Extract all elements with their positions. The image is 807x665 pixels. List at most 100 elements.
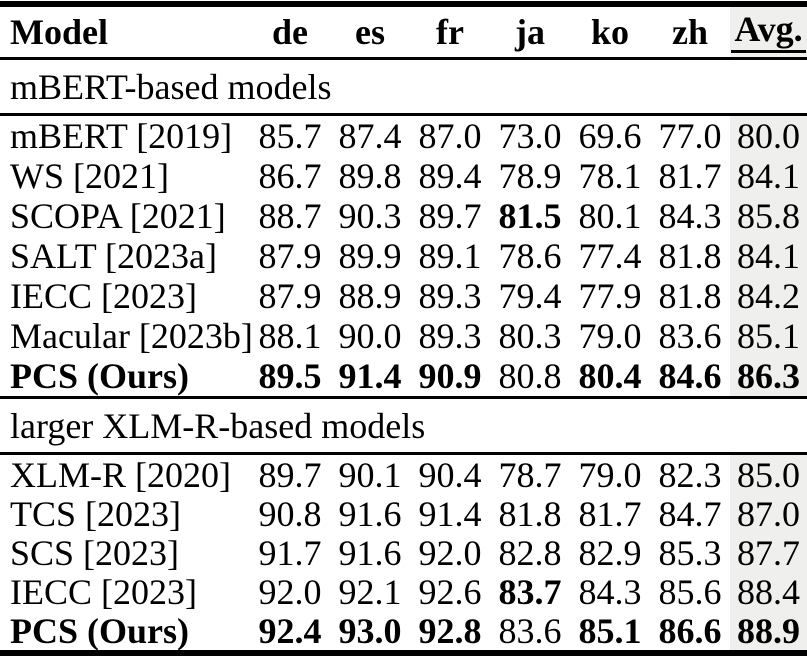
table-row: TCS [2023] 90.8 91.6 91.4 81.8 81.7 84.7… <box>0 494 807 533</box>
score-ko: 77.9 <box>578 276 642 316</box>
score-fr: 90.9 <box>418 356 482 396</box>
table-row: XLM-R [2020] 89.7 90.1 90.4 78.7 79.0 82… <box>0 455 807 494</box>
section-header-mbert: mBERT-based models <box>0 60 807 113</box>
score-fr: 89.3 <box>418 316 482 356</box>
score-avg: 86.3 <box>730 356 807 396</box>
model-name: Macular [2023b] <box>10 316 253 356</box>
model-name: PCS (Ours) <box>10 356 189 396</box>
table-row: Macular [2023b] 88.1 90.0 89.3 80.3 79.0… <box>0 316 807 356</box>
score-avg: 88.4 <box>730 572 807 611</box>
score-ja: 78.6 <box>498 236 562 276</box>
table-row-ours: PCS (Ours) 92.4 93.0 92.8 83.6 85.1 86.6… <box>0 611 807 650</box>
table-row: IECC [2023] 92.0 92.1 92.6 83.7 84.3 85.… <box>0 572 807 611</box>
score-de: 87.9 <box>258 276 322 316</box>
score-ja: 73.0 <box>498 116 562 156</box>
header-zh: zh <box>672 12 708 52</box>
score-ja: 78.9 <box>498 156 562 196</box>
model-name: WS [2021] <box>10 156 169 196</box>
model-name: PCS (Ours) <box>10 610 189 651</box>
score-avg: 80.0 <box>730 116 807 156</box>
score-avg: 88.9 <box>730 611 807 650</box>
score-es: 89.8 <box>338 156 402 196</box>
model-name: TCS [2023] <box>10 493 181 534</box>
model-name: SCOPA [2021] <box>10 196 226 236</box>
section1-bottom-rule <box>0 396 807 399</box>
score-zh: 85.3 <box>658 532 722 573</box>
table-row: SCS [2023] 91.7 91.6 92.0 82.8 82.9 85.3… <box>0 533 807 572</box>
section-title: larger XLM-R-based models <box>10 405 426 446</box>
score-ko: 85.1 <box>578 610 642 651</box>
score-fr: 89.4 <box>418 156 482 196</box>
score-ko: 80.1 <box>578 196 642 236</box>
header-de: de <box>272 12 308 52</box>
score-es: 91.6 <box>338 493 402 534</box>
header-avg: Avg. <box>730 7 807 57</box>
score-zh: 85.6 <box>658 571 722 612</box>
score-es: 92.1 <box>338 571 402 612</box>
table-header-row: Model de es fr ja ko zh Avg. <box>0 7 807 57</box>
score-ko: 79.0 <box>578 316 642 356</box>
score-fr: 92.6 <box>418 571 482 612</box>
score-zh: 84.7 <box>658 493 722 534</box>
table-row: SCOPA [2021] 88.7 90.3 89.7 81.5 80.1 84… <box>0 196 807 236</box>
table-row: mBERT [2019] 85.7 87.4 87.0 73.0 69.6 77… <box>0 116 807 156</box>
score-avg: 84.1 <box>730 156 807 196</box>
header-avg-label: Avg. <box>731 11 806 53</box>
score-ja: 78.7 <box>498 454 562 495</box>
score-avg: 84.1 <box>730 236 807 276</box>
header-es: es <box>355 12 385 52</box>
score-zh: 77.0 <box>658 116 722 156</box>
score-ja: 80.8 <box>498 356 562 396</box>
score-avg: 85.8 <box>730 196 807 236</box>
score-es: 87.4 <box>338 116 402 156</box>
score-zh: 86.6 <box>658 610 722 651</box>
table-row-ours: PCS (Ours) 89.5 91.4 90.9 80.8 80.4 84.6… <box>0 356 807 396</box>
section-title: mBERT-based models <box>10 66 332 107</box>
model-name: XLM-R [2020] <box>10 454 231 495</box>
model-name: SALT [2023a] <box>10 236 217 276</box>
score-es: 93.0 <box>338 610 402 651</box>
score-ko: 81.7 <box>578 493 642 534</box>
score-zh: 82.3 <box>658 454 722 495</box>
score-ja: 79.4 <box>498 276 562 316</box>
section2-top-rule <box>0 452 807 455</box>
score-ko: 78.1 <box>578 156 642 196</box>
score-ko: 69.6 <box>578 116 642 156</box>
score-de: 85.7 <box>258 116 322 156</box>
header-ko: ko <box>590 12 630 52</box>
header-fr: fr <box>436 12 464 52</box>
score-zh: 84.6 <box>658 356 722 396</box>
score-ko: 79.0 <box>578 454 642 495</box>
score-ja: 83.7 <box>498 571 562 612</box>
score-fr: 87.0 <box>418 116 482 156</box>
score-fr: 92.8 <box>418 610 482 651</box>
score-de: 89.5 <box>258 356 322 396</box>
score-es: 88.9 <box>338 276 402 316</box>
score-ja: 81.5 <box>498 196 562 236</box>
score-es: 89.9 <box>338 236 402 276</box>
model-name: IECC [2023] <box>10 571 197 612</box>
header-rule <box>0 57 807 60</box>
score-ja: 81.8 <box>498 493 562 534</box>
score-es: 91.6 <box>338 532 402 573</box>
score-es: 90.1 <box>338 454 402 495</box>
score-ko: 82.9 <box>578 532 642 573</box>
score-avg: 85.0 <box>730 455 807 494</box>
score-zh: 81.7 <box>658 156 722 196</box>
score-fr: 91.4 <box>418 493 482 534</box>
score-ko: 84.3 <box>578 571 642 612</box>
score-zh: 81.8 <box>658 276 722 316</box>
score-de: 89.7 <box>258 454 322 495</box>
bottom-rule <box>0 650 807 656</box>
header-model: Model <box>10 12 108 52</box>
score-avg: 85.1 <box>730 316 807 356</box>
score-zh: 81.8 <box>658 236 722 276</box>
score-de: 90.8 <box>258 493 322 534</box>
score-de: 88.7 <box>258 196 322 236</box>
score-de: 86.7 <box>258 156 322 196</box>
header-ja: ja <box>515 12 545 52</box>
model-name: IECC [2023] <box>10 276 197 316</box>
score-es: 91.4 <box>338 356 402 396</box>
score-avg: 87.0 <box>730 494 807 533</box>
